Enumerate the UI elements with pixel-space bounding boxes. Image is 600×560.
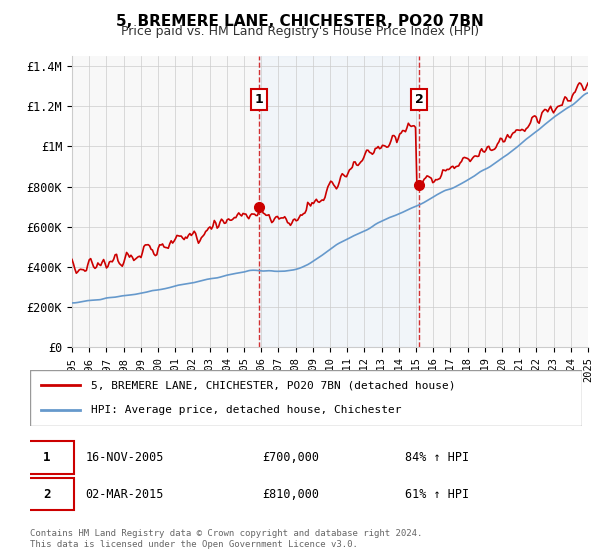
Text: Contains HM Land Registry data © Crown copyright and database right 2024.
This d: Contains HM Land Registry data © Crown c… bbox=[30, 529, 422, 549]
Text: 61% ↑ HPI: 61% ↑ HPI bbox=[406, 488, 469, 501]
Text: £810,000: £810,000 bbox=[262, 488, 319, 501]
Text: 1: 1 bbox=[43, 451, 50, 464]
FancyBboxPatch shape bbox=[19, 478, 74, 511]
FancyBboxPatch shape bbox=[19, 441, 74, 474]
Text: 16-NOV-2005: 16-NOV-2005 bbox=[85, 451, 164, 464]
Text: 02-MAR-2015: 02-MAR-2015 bbox=[85, 488, 164, 501]
Text: 2: 2 bbox=[43, 488, 50, 501]
Text: 84% ↑ HPI: 84% ↑ HPI bbox=[406, 451, 469, 464]
FancyBboxPatch shape bbox=[30, 370, 582, 426]
Text: 2: 2 bbox=[415, 93, 423, 106]
Text: 5, BREMERE LANE, CHICHESTER, PO20 7BN (detached house): 5, BREMERE LANE, CHICHESTER, PO20 7BN (d… bbox=[91, 380, 455, 390]
Text: HPI: Average price, detached house, Chichester: HPI: Average price, detached house, Chic… bbox=[91, 405, 401, 415]
Bar bbox=[259, 56, 419, 347]
Text: £700,000: £700,000 bbox=[262, 451, 319, 464]
Text: Price paid vs. HM Land Registry's House Price Index (HPI): Price paid vs. HM Land Registry's House … bbox=[121, 25, 479, 38]
Text: 1: 1 bbox=[255, 93, 263, 106]
Text: 5, BREMERE LANE, CHICHESTER, PO20 7BN: 5, BREMERE LANE, CHICHESTER, PO20 7BN bbox=[116, 14, 484, 29]
